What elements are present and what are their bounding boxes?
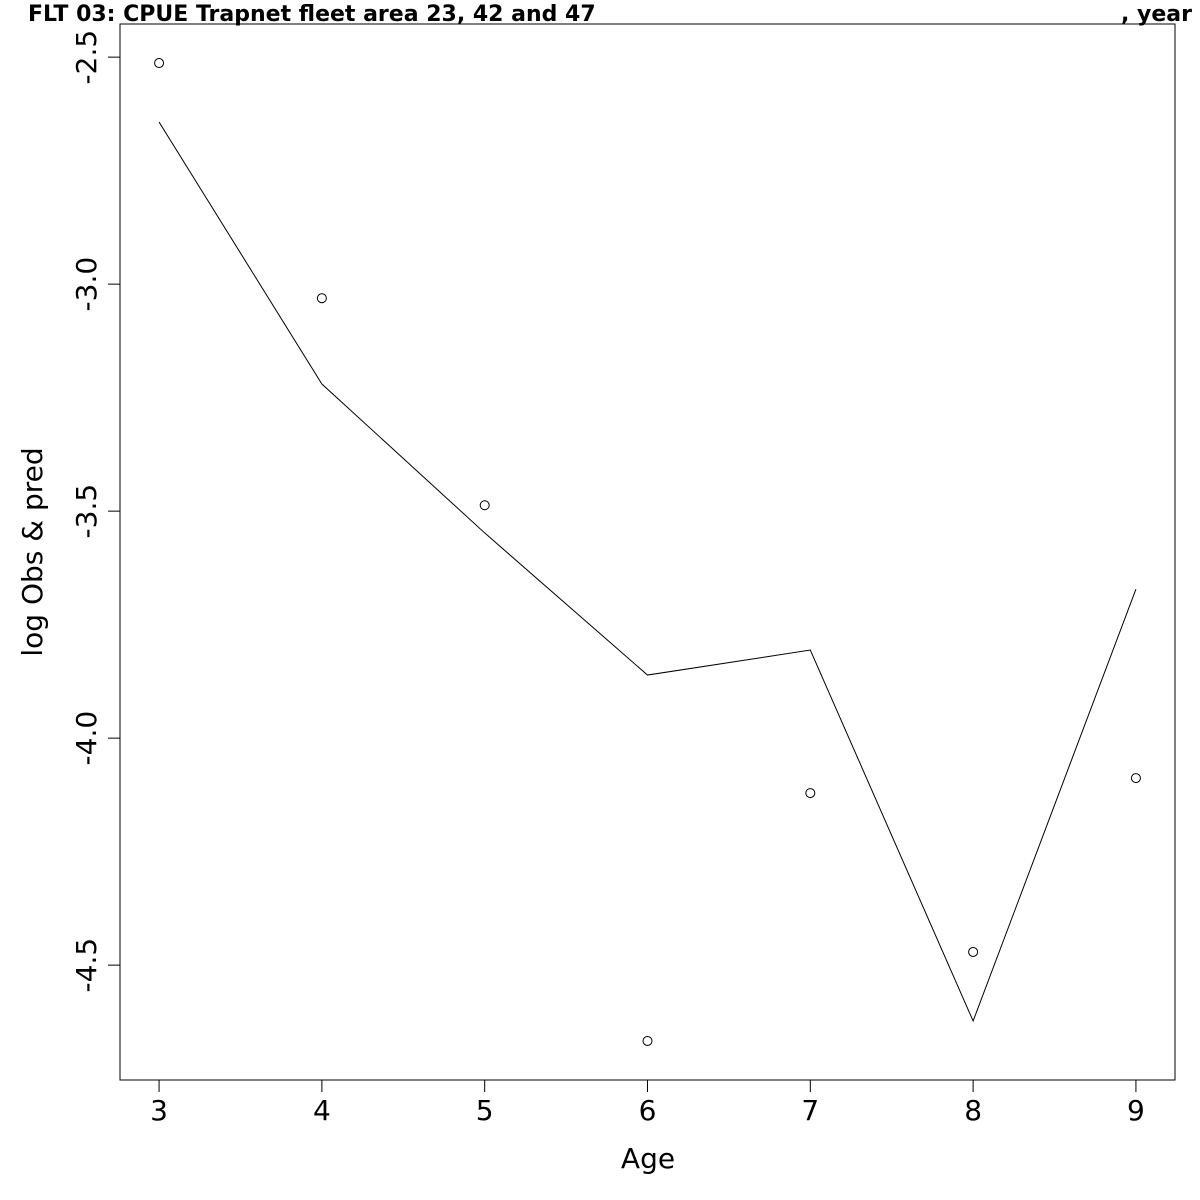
obs-point	[1130, 773, 1141, 784]
x-tick-label: 3	[150, 1094, 168, 1127]
chart-title: FLT 03: CPUE Trapnet fleet area 23, 42 a…	[28, 2, 596, 27]
x-tick-label: 7	[801, 1094, 819, 1127]
obs-point	[805, 788, 816, 799]
y-tick-label: -2.5	[70, 30, 103, 85]
pred-line	[158, 121, 1137, 1023]
x-tick-label: 5	[476, 1094, 494, 1127]
x-tick-label: 4	[313, 1094, 331, 1127]
obs-point	[154, 58, 165, 69]
x-tick-label: 9	[1127, 1094, 1145, 1127]
y-axis-title: log Obs & pred	[16, 447, 49, 656]
y-tick-label: -3.0	[70, 257, 103, 312]
y-tick-label: -3.5	[70, 484, 103, 539]
obs-point	[316, 293, 327, 304]
y-tick-label: -4.0	[70, 711, 103, 766]
chart-title-right: , year	[1121, 2, 1192, 27]
x-tick-label: 8	[964, 1094, 982, 1127]
x-tick-label: 6	[639, 1094, 657, 1127]
obs-point	[642, 1035, 653, 1046]
y-tick-label: -4.5	[70, 938, 103, 993]
obs-point	[479, 500, 490, 511]
obs-point	[968, 946, 979, 957]
x-axis-title: Age	[621, 1142, 675, 1175]
plot-box	[119, 23, 1176, 1081]
